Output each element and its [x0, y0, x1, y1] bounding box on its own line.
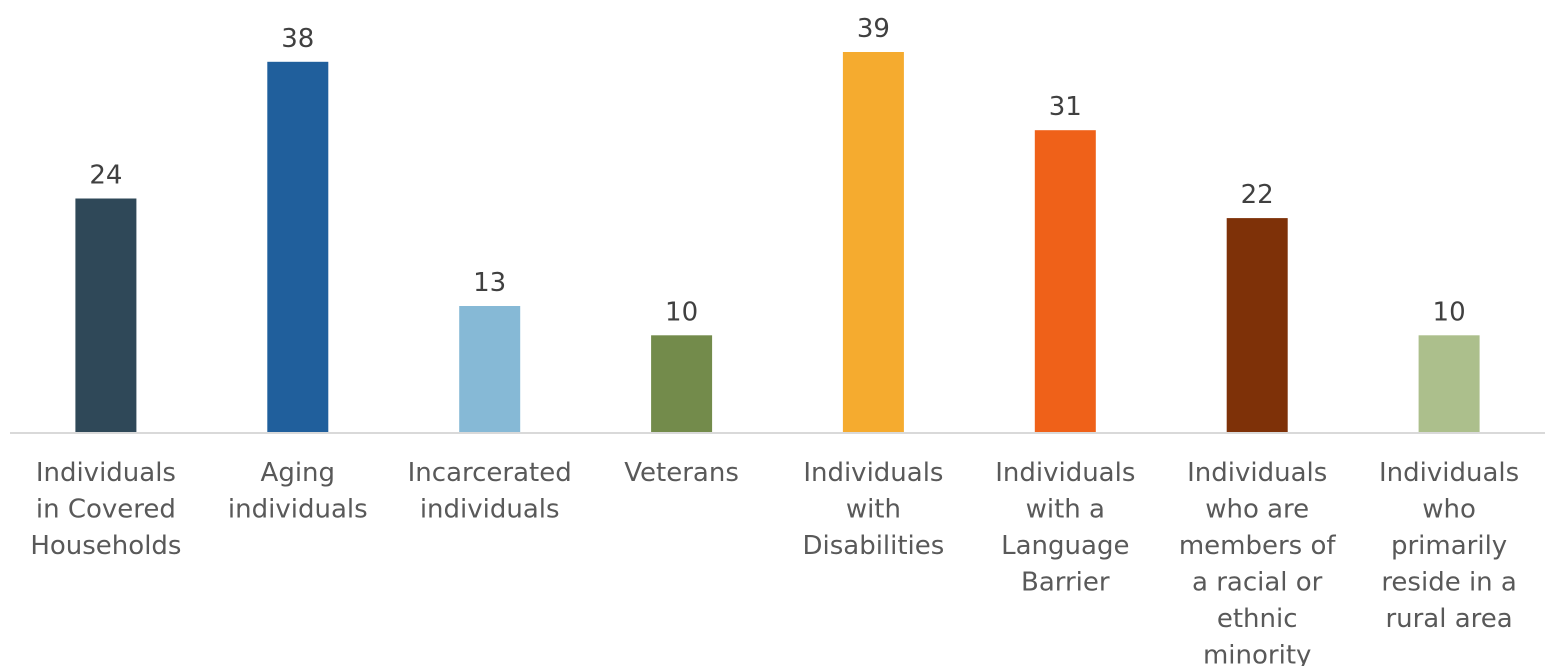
- category-label-line: Individuals: [803, 458, 943, 488]
- bar-5: [1034, 130, 1096, 433]
- category-label-line: ethnic: [1217, 604, 1298, 634]
- category-label-line: Barrier: [1021, 568, 1110, 598]
- value-label-7: 10: [1433, 297, 1466, 327]
- value-label-0: 24: [89, 161, 122, 191]
- category-label-line: Individuals: [1187, 458, 1327, 488]
- bar-0: [75, 198, 137, 433]
- category-label-line: primarily: [1391, 531, 1507, 561]
- bar-4: [842, 52, 904, 433]
- category-label-line: Veterans: [624, 458, 739, 488]
- bars-group: [75, 52, 1480, 434]
- category-label-line: Individuals: [995, 458, 1135, 488]
- category-label-line: individuals: [420, 495, 560, 525]
- category-label-line: Incarcerated: [408, 458, 572, 488]
- category-labels-group: Individuals in Covered Households Aging indi…: [30, 458, 1519, 666]
- category-label-line: Language: [1001, 531, 1129, 561]
- category-label-line: rural area: [1385, 604, 1512, 634]
- category-label-line: Aging: [261, 458, 336, 488]
- category-label-line: a racial or: [1192, 568, 1323, 598]
- category-label-1: Aging individuals: [228, 458, 368, 525]
- bar-2: [459, 306, 521, 433]
- category-label-line: reside in a: [1381, 568, 1517, 598]
- bar-1: [267, 61, 329, 434]
- category-label-5: Individuals with a Language Barrier: [995, 458, 1135, 598]
- category-label-7: Individuals who primarily reside in a rural …: [1379, 458, 1519, 634]
- value-label-4: 39: [857, 14, 890, 44]
- bar-7: [1418, 335, 1480, 433]
- category-label-line: with a: [1026, 495, 1105, 525]
- value-label-3: 10: [665, 297, 698, 327]
- value-label-1: 38: [281, 24, 314, 54]
- category-label-line: Households: [30, 531, 181, 561]
- bar-6: [1226, 218, 1288, 433]
- category-label-line: minority: [1203, 641, 1311, 666]
- value-label-2: 13: [473, 268, 506, 298]
- category-label-line: Individuals: [1379, 458, 1519, 488]
- value-label-5: 31: [1049, 92, 1082, 122]
- category-label-line: in Covered: [36, 495, 176, 525]
- category-label-line: Disabilities: [802, 531, 944, 561]
- category-label-2: Incarcerated individuals: [408, 458, 572, 525]
- value-label-6: 22: [1241, 180, 1274, 210]
- category-label-line: who: [1422, 495, 1476, 525]
- category-label-line: who are: [1205, 495, 1309, 525]
- category-label-line: individuals: [228, 495, 368, 525]
- category-label-6: Individuals who are members of a racial or e…: [1179, 458, 1337, 666]
- category-label-3: Veterans: [624, 458, 739, 488]
- category-label-line: with: [846, 495, 901, 525]
- category-label-line: members of: [1179, 531, 1337, 561]
- category-label-4: Individuals with Disabilities: [802, 458, 944, 561]
- value-labels-group: 24 38 13 10 39 31 22 10: [89, 14, 1465, 327]
- bar-3: [651, 335, 713, 433]
- category-label-line: Individuals: [36, 458, 176, 488]
- category-label-0: Individuals in Covered Households: [30, 458, 181, 561]
